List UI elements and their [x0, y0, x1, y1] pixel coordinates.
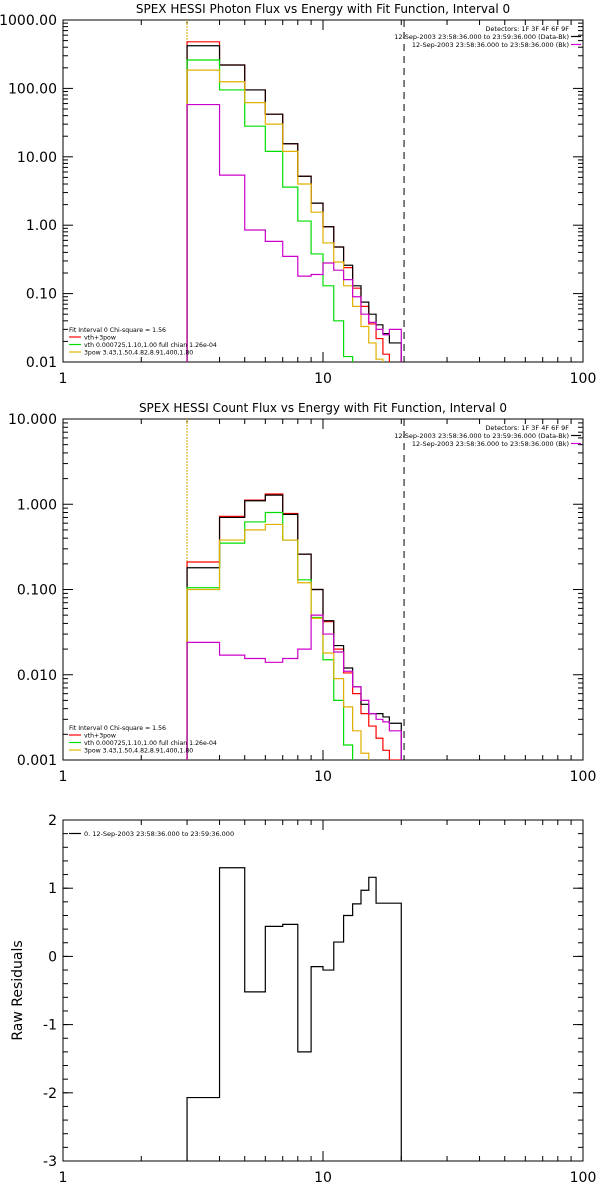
header-text-line: 12-Sep-2003 23:58:36.000 to 23:58:36.000…	[412, 440, 569, 448]
y-tick-label: -3	[43, 1154, 57, 1170]
y-tick-label: 10.000	[8, 412, 57, 428]
x-tick-label: 100	[570, 371, 597, 387]
header-text-line: 12-Sep-2003 23:58:36.000 to 23:58:36.000…	[412, 41, 569, 49]
x-tick-label: 10	[314, 371, 332, 387]
series-step-line-5	[186, 103, 402, 362]
header-text-line: 12-Sep-2003 23:58:36.000 to 23:59:36.000…	[394, 432, 569, 440]
y-axis-label: Raw Residuals	[10, 940, 26, 1040]
x-tick-label: 1	[59, 1170, 68, 1186]
series-step-line-4	[186, 523, 370, 760]
series-step-line-5	[186, 614, 402, 760]
panel-2: SPEX HESSI Count Flux vs Energy with Fit…	[8, 401, 596, 785]
legend-text: 0. 12-Sep-2003 23:58:36.000 to 23:59:36.…	[84, 830, 234, 838]
y-tick-label: 0	[48, 949, 57, 965]
legend-text: 3pow 3.43,1.50,4.82,8.91,400,1.80	[84, 748, 193, 755]
x-tick-label: 10	[314, 769, 332, 785]
x-tick-label: 1	[59, 371, 68, 387]
y-tick-label: 0.01	[26, 355, 57, 371]
legend-text: vth+3pow	[84, 335, 116, 342]
y-tick-label: 0.010	[17, 668, 57, 684]
header-text-line: Detectors: 1F 3F 4F 6F 9F	[485, 25, 569, 33]
legend-text: 3pow 3.43,1.50,4.82,8.91,400,1.80	[84, 350, 193, 357]
legend-text: vth 0.000725,1.10,1.00 full chian 1.26e-…	[84, 342, 217, 349]
series-step-line-1	[186, 867, 402, 1161]
plot-frame	[62, 819, 584, 1162]
y-tick-label: 100.00	[8, 81, 57, 97]
y-tick-label: 0.10	[26, 287, 57, 303]
x-tick-label: 10	[314, 1170, 332, 1186]
series-step-line-2	[186, 494, 402, 760]
series-step-line-3	[186, 59, 354, 362]
plot-frame	[62, 19, 584, 363]
header-text-line: 12-Sep-2003 23:58:36.000 to 23:59:36.000…	[394, 33, 569, 41]
y-tick-label: 1.000	[17, 497, 57, 513]
chart-title: SPEX HESSI Count Flux vs Energy with Fit…	[139, 401, 507, 415]
chart-title: SPEX HESSI Photon Flux vs Energy with Fi…	[136, 2, 510, 16]
x-tick-label: 1	[59, 769, 68, 785]
x-tick-label: 100	[570, 769, 597, 785]
legend-text: Fit Interval 0 Chi-square = 1.56	[69, 725, 166, 732]
y-tick-label: 0.100	[17, 583, 57, 599]
y-tick-label: 0.001	[17, 753, 57, 769]
y-tick-label: 2	[48, 813, 57, 829]
panel-3: 1 10 100 -3 -2 -1 0 1 2 Raw Residuals 0. 12-Sep-20…	[10, 813, 596, 1186]
y-tick-label: 1000.00	[0, 13, 57, 29]
y-tick-label: -1	[43, 1018, 57, 1034]
series-step-line-4	[186, 69, 384, 362]
y-tick-label: 1.00	[26, 218, 57, 234]
legend-text: Fit Interval 0 Chi-square = 1.56	[69, 327, 166, 334]
header-text-line: Detectors: 1F 3F 4F 6F 9F	[485, 424, 569, 432]
y-tick-label: 1	[48, 881, 57, 897]
y-tick-label: -2	[43, 1086, 57, 1102]
series-step-line-2	[186, 45, 402, 362]
y-tick-label: 10.00	[17, 150, 57, 166]
panel-1: SPEX HESSI Photon Flux vs Energy with Fi…	[0, 2, 596, 387]
x-tick-label: 100	[570, 1170, 597, 1186]
legend-text: vth+3pow	[84, 733, 116, 740]
legend-text: vth 0.000725,1.10,1.00 full chian 1.26e-…	[84, 740, 217, 747]
